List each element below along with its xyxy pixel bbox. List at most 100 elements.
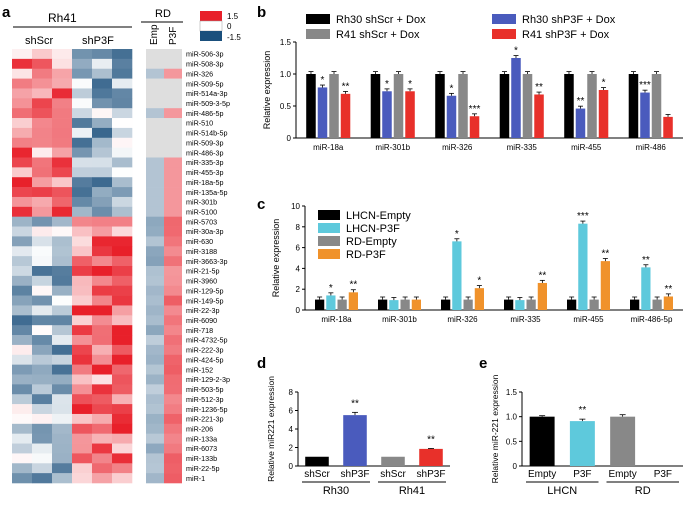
heatmap-row-label: miR-133a	[186, 434, 217, 443]
heatmap-cell	[32, 49, 53, 60]
heatmap-cell	[72, 49, 93, 60]
bar	[463, 299, 473, 310]
heatmap-row-label: miR-424-5p	[186, 355, 224, 364]
heatmap-cell-rd-emp	[146, 335, 164, 346]
bar	[511, 58, 521, 138]
heatmap-cell	[112, 384, 133, 395]
heatmap-cell	[52, 354, 73, 365]
heatmap-cell	[12, 433, 33, 444]
bar	[343, 415, 367, 466]
scale-label-mid: 0	[227, 22, 232, 31]
heatmap-cell-rd-emp	[146, 177, 164, 188]
heatmap-cell	[92, 344, 113, 356]
x-tick-label: shScr	[380, 469, 406, 480]
heatmap-row-label: miR-512-3p	[186, 395, 224, 404]
heatmap-cell-rd-emp	[146, 118, 164, 129]
heatmap-cell	[12, 384, 33, 395]
heatmap-cell	[32, 285, 53, 296]
bar	[340, 93, 351, 138]
heatmap-cell	[92, 216, 113, 227]
legend-swatch	[492, 29, 516, 39]
heatmap-cell-rd-emp	[146, 305, 164, 316]
x-tick-label: P3F	[573, 469, 591, 480]
bar	[610, 416, 636, 466]
heatmap-cell	[92, 404, 113, 415]
heatmap-cell-rd-p3f	[164, 266, 182, 277]
heatmap-cell	[112, 236, 133, 247]
bar	[598, 90, 609, 138]
bar	[315, 299, 325, 310]
heatmap-left-cells	[12, 49, 133, 484]
chart-d: 0 2 4 6 8 Relative miR221 expression shScr shP3…	[266, 376, 450, 497]
heatmap-cell	[52, 68, 73, 79]
heatmap-cell	[112, 335, 133, 346]
heatmap-row-label: miR-5100	[186, 207, 217, 216]
chart-e: 0 0.5 1.0 1.5 Relative miR-221 expression Emp…	[490, 374, 683, 497]
heatmap-cell	[112, 78, 133, 89]
heatmap-row-label: miR-6090	[186, 316, 217, 325]
heatmap-cell	[12, 315, 33, 326]
heatmap-cell-rd-p3f	[164, 98, 182, 109]
heatmap-cell	[32, 374, 53, 385]
heatmap-cell	[72, 196, 93, 208]
heatmap-cell	[32, 98, 53, 109]
heatmap-cell-rd-p3f	[164, 137, 182, 148]
heatmap-cell	[92, 384, 113, 395]
heatmap-cell-rd-p3f	[164, 236, 182, 247]
significance: *	[408, 79, 412, 90]
x-tick-label: miR-335	[510, 315, 541, 324]
heatmap-row-label: miR-222-3p	[186, 346, 224, 355]
heatmap-cell	[112, 206, 133, 217]
heatmap-cell	[92, 354, 113, 365]
heatmap-cell	[72, 216, 93, 227]
heatmap-cell-rd-emp	[146, 68, 164, 79]
heatmap-cell	[92, 305, 113, 316]
heatmap-cell	[72, 266, 93, 277]
heatmap-cell	[92, 206, 113, 217]
panel-label-d: d	[257, 355, 266, 372]
bar	[651, 74, 662, 138]
significance: ***	[639, 80, 651, 91]
y-axis-label: Relative miR-221 expression	[490, 374, 500, 483]
heatmap-cell	[12, 98, 33, 109]
heatmap-cell	[52, 118, 73, 129]
heatmap-cell	[52, 88, 73, 99]
heatmap-cell	[12, 88, 33, 99]
heatmap-cell	[52, 463, 73, 474]
significance: ***	[469, 104, 481, 115]
heatmap-row-label: miR-510	[186, 119, 213, 128]
heatmap-cell-rd-emp	[146, 473, 164, 484]
y-tick-label: 4	[296, 264, 301, 273]
heatmap-row-label: miR-129-5p	[186, 286, 224, 295]
heatmap-cell	[52, 58, 73, 70]
heatmap-cell	[72, 295, 93, 306]
heatmap-cell-rd-emp	[146, 246, 164, 257]
heatmap-row-label: miR-3960	[186, 277, 217, 286]
group-label: RD	[635, 485, 651, 497]
heatmap-cell	[72, 413, 93, 425]
heatmap-cell-rd-p3f	[164, 404, 182, 415]
heatmap-cell	[32, 246, 53, 257]
heatmap-cell	[72, 256, 93, 267]
heatmap-cell	[112, 315, 133, 326]
heatmap-cell	[112, 49, 133, 60]
heatmap-cell	[72, 78, 93, 89]
heatmap-row-label: miR-30a-3p	[186, 227, 224, 236]
heatmap-cell	[92, 196, 113, 208]
bar	[337, 299, 347, 310]
heatmap-row-label: miR-3188	[186, 247, 217, 256]
heatmap-cell	[112, 266, 133, 277]
heatmap-cell	[12, 137, 33, 148]
heatmap-cell	[32, 443, 53, 454]
bar	[400, 299, 410, 310]
heatmap-row-labels: miR-506-3pmiR-508-3pmiR-326miR-509-5pmiR…	[186, 50, 230, 483]
heatmap-cell	[12, 463, 33, 474]
heatmap-cell	[72, 236, 93, 247]
heatmap-cell	[12, 78, 33, 89]
heatmap-row-label: miR-1	[186, 474, 205, 483]
heatmap-row-label: miR-509-3p	[186, 138, 224, 147]
heatmap-cell	[12, 216, 33, 227]
heatmap-cell	[12, 404, 33, 415]
heatmap-cell	[112, 167, 133, 178]
heatmap-row-label: miR-514b-5p	[186, 129, 228, 138]
